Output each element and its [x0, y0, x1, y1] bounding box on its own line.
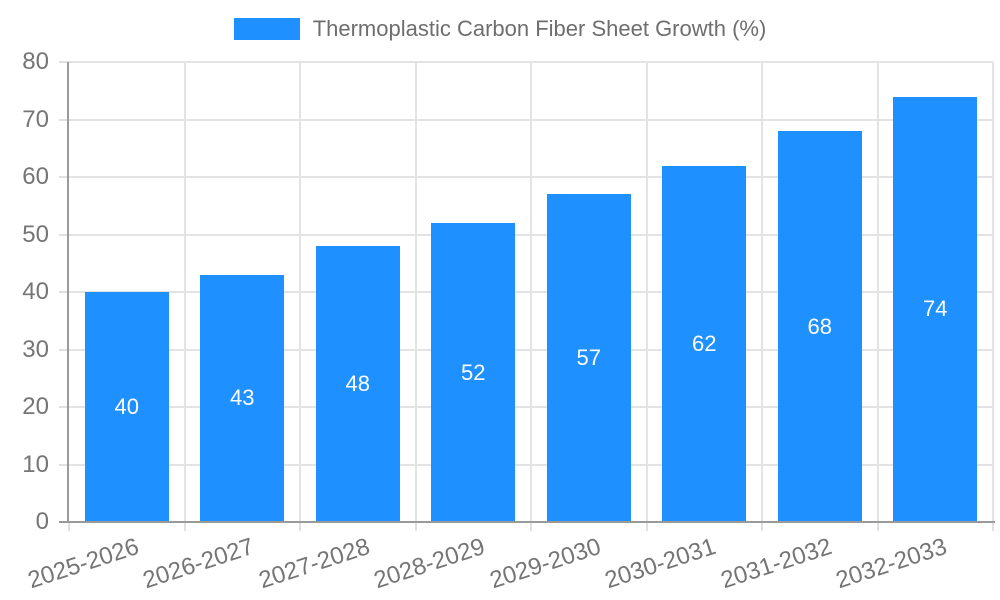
y-axis-tick-label: 50: [22, 220, 49, 248]
bar-value-label: 48: [345, 371, 370, 396]
gridline-v: [299, 62, 301, 522]
gridline-v: [414, 62, 417, 522]
x-axis-tick-label: 2028-2029: [371, 533, 489, 595]
y-tick-mark: [59, 406, 69, 408]
bar-value-label: 40: [114, 394, 139, 419]
x-axis-tick-label: 2030-2031: [602, 533, 720, 595]
x-tick-mark: [645, 522, 648, 531]
x-axis-tick-label: 2029-2030: [486, 533, 605, 595]
bar[interactable]: 68: [777, 131, 862, 522]
y-axis-tick-label: 80: [22, 48, 49, 75]
legend-label: Thermoplastic Carbon Fiber Sheet Growth …: [312, 16, 767, 41]
x-tick-mark: [761, 522, 763, 531]
x-axis-tick-label: 2027-2028: [255, 533, 374, 595]
x-axis-tick-label: 2032-2033: [833, 533, 951, 595]
gridline-v: [992, 62, 994, 522]
bar[interactable]: 40: [84, 292, 169, 522]
legend[interactable]: Thermoplastic Carbon Fiber Sheet Growth …: [0, 16, 1000, 42]
y-tick-mark: [59, 61, 69, 63]
gridline-v: [183, 62, 186, 522]
y-axis-line: [67, 62, 69, 522]
x-tick-mark: [530, 522, 532, 531]
y-axis-tick-label: 0: [35, 508, 49, 535]
x-axis-tick-label: 2031-2032: [717, 533, 836, 595]
bar-value-label: 57: [576, 345, 601, 371]
y-axis-tick-label: 60: [22, 163, 49, 190]
x-tick-mark: [68, 522, 70, 531]
x-tick-mark: [876, 522, 879, 531]
x-tick-mark: [299, 522, 301, 531]
bar[interactable]: 57: [546, 194, 631, 522]
y-axis-tick-label: 20: [22, 393, 49, 420]
bar[interactable]: 48: [315, 246, 400, 522]
bar-value-label: 68: [807, 313, 832, 339]
y-axis-tick-label: 10: [22, 450, 49, 478]
legend-swatch-icon: [233, 18, 300, 40]
y-tick-mark: [59, 291, 69, 293]
x-axis-line: [59, 521, 995, 523]
bar-value-label: 52: [461, 359, 486, 385]
bar[interactable]: 62: [662, 165, 747, 522]
gridline-v: [530, 62, 532, 522]
y-axis-tick-label: 40: [22, 278, 49, 305]
y-tick-mark: [59, 463, 69, 466]
bar[interactable]: 74: [893, 96, 978, 522]
x-tick-mark: [183, 522, 186, 531]
y-axis-tick-label: 70: [22, 105, 49, 133]
bar[interactable]: 43: [200, 274, 285, 522]
y-tick-mark: [59, 233, 69, 236]
x-axis-tick-label: 2025-2026: [24, 533, 143, 595]
bar-value-label: 62: [692, 330, 717, 356]
bar[interactable]: 52: [431, 223, 516, 522]
x-tick-mark: [414, 522, 417, 531]
bar-value-label: 43: [230, 385, 255, 411]
y-axis-tick-label: 30: [22, 335, 49, 363]
x-tick-mark: [992, 522, 994, 531]
x-axis-tick-label: 2026-2027: [140, 533, 258, 595]
y-tick-mark: [59, 348, 69, 351]
gridline-v: [761, 62, 763, 522]
y-tick-mark: [59, 118, 69, 121]
bar-value-label: 74: [923, 296, 948, 322]
gridline-v: [876, 62, 879, 522]
y-tick-mark: [59, 176, 69, 178]
gridline-v: [645, 62, 648, 522]
